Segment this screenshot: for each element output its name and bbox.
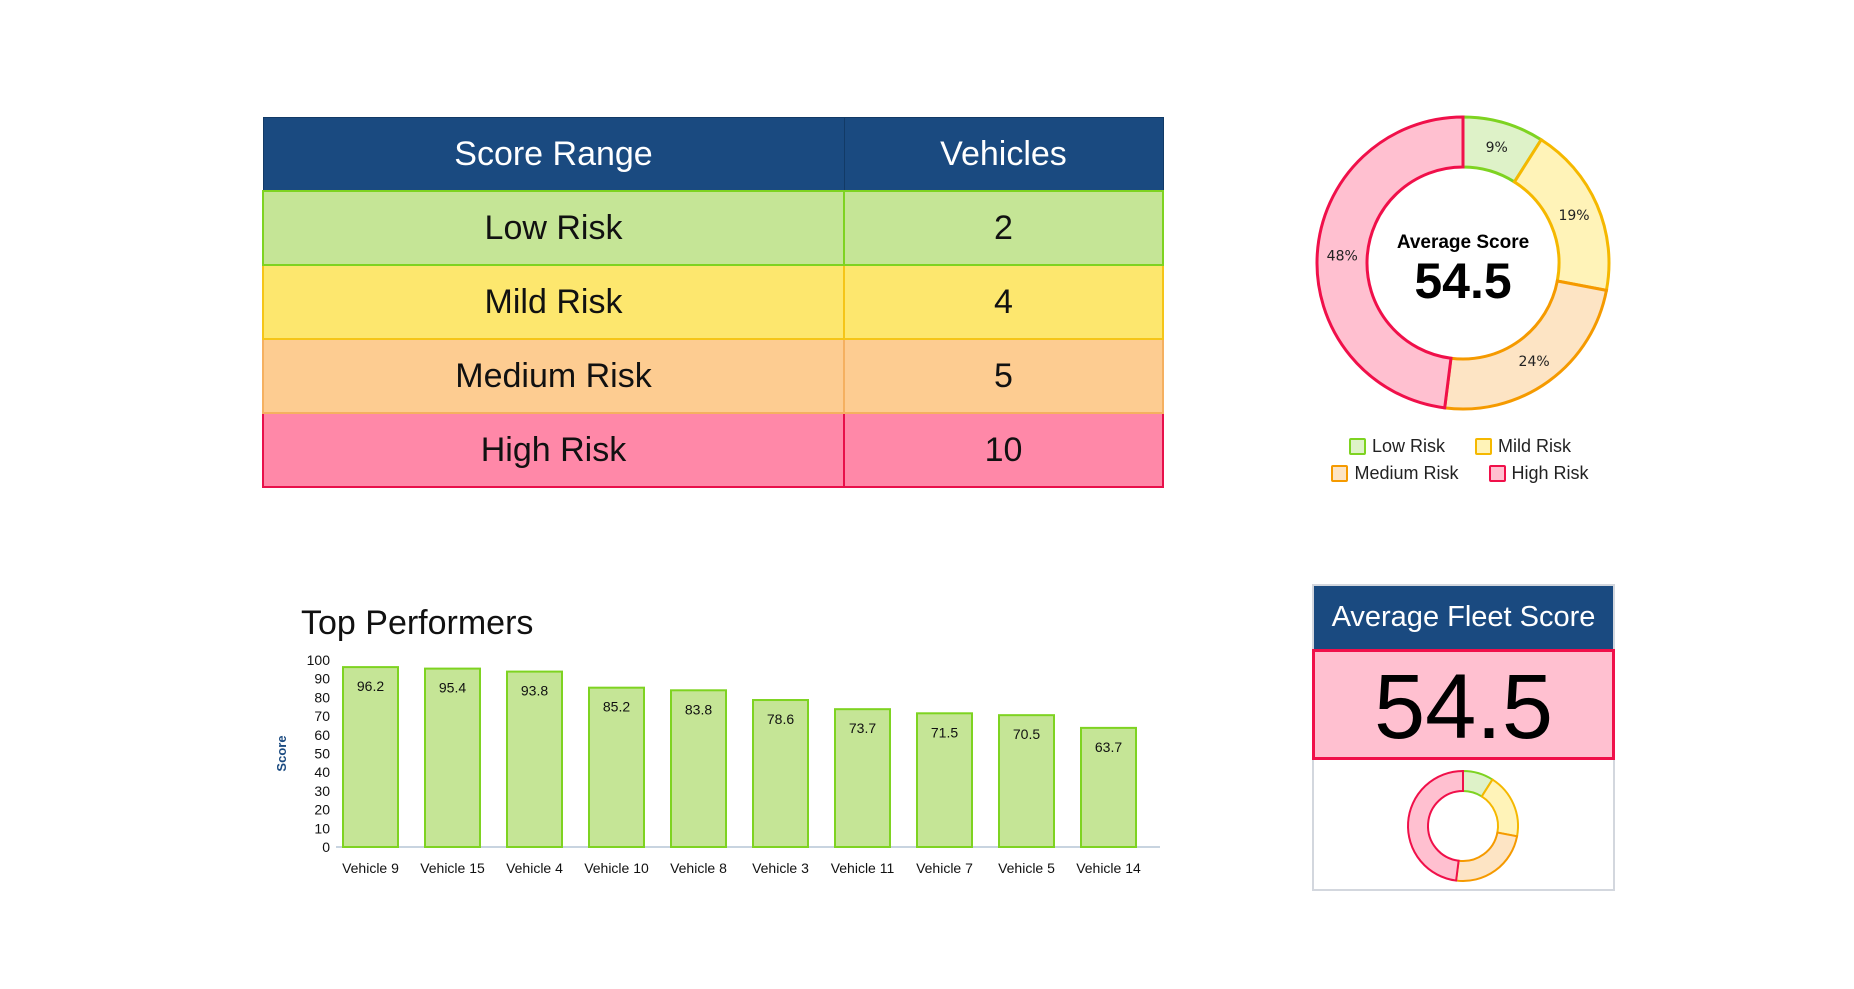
legend-label: Medium Risk xyxy=(1354,463,1459,483)
bar-value-label: 93.8 xyxy=(521,683,548,699)
legend-label: Mild Risk xyxy=(1498,436,1572,456)
bar xyxy=(1080,726,1137,848)
x-tick-label: Vehicle 8 xyxy=(670,860,727,876)
legend-swatch xyxy=(1331,465,1349,482)
bar xyxy=(670,689,727,848)
y-tick-label: 100 xyxy=(307,652,331,668)
row-score-range: Low Risk xyxy=(262,190,845,266)
score-range-table: Score Range Vehicles Low Risk 2 Mild Risk 4… xyxy=(262,117,1164,488)
row-score-range: High Risk xyxy=(262,412,845,488)
y-tick-label: 0 xyxy=(322,839,330,855)
header-vehicles: Vehicles xyxy=(843,117,1164,192)
x-tick-label: Vehicle 5 xyxy=(998,860,1055,876)
y-tick-label: 90 xyxy=(314,671,330,687)
card-value: 54.5 xyxy=(1312,649,1615,760)
x-tick-label: Vehicle 11 xyxy=(831,860,895,876)
y-tick-label: 20 xyxy=(314,802,330,818)
bar xyxy=(916,712,973,848)
legend-item: Medium Risk xyxy=(1331,463,1459,484)
bar xyxy=(998,714,1055,849)
y-tick-label: 10 xyxy=(314,820,330,836)
table-row: Mild Risk 4 xyxy=(262,264,1164,340)
legend-item: Low Risk xyxy=(1348,436,1445,457)
slice-label: 19% xyxy=(1558,208,1589,224)
donut-slice-high-risk xyxy=(1407,769,1464,882)
bar-value-label: 78.6 xyxy=(767,711,794,727)
row-score-range: Medium Risk xyxy=(262,338,845,414)
y-tick-label: 30 xyxy=(314,783,330,799)
center-label: Average Score xyxy=(1397,232,1529,253)
mini-donut-chart xyxy=(1407,769,1519,882)
bar-value-label: 63.7 xyxy=(1095,739,1122,755)
x-tick-label: Vehicle 3 xyxy=(752,860,809,876)
bar xyxy=(834,708,891,848)
y-tick-label: 50 xyxy=(314,746,330,762)
chart-title: Top Performers xyxy=(301,604,533,642)
x-tick-label: Vehicle 10 xyxy=(584,860,649,876)
row-score-range: Mild Risk xyxy=(262,264,845,340)
bar xyxy=(342,666,399,848)
slice-label: 9% xyxy=(1486,140,1508,156)
x-tick-label: Vehicle 7 xyxy=(916,860,973,876)
bar xyxy=(424,667,481,848)
center-value: 54.5 xyxy=(1414,253,1511,309)
bar xyxy=(588,686,645,849)
table-row: Low Risk 2 xyxy=(262,190,1164,266)
legend-label: High Risk xyxy=(1511,463,1589,483)
bar-value-label: 96.2 xyxy=(357,678,384,694)
bar-value-label: 83.8 xyxy=(685,701,712,717)
header-score-range: Score Range xyxy=(262,117,845,192)
row-vehicle-count: 10 xyxy=(843,412,1164,488)
y-tick-label: 70 xyxy=(314,708,330,724)
bar-value-label: 70.5 xyxy=(1013,726,1040,742)
bar-value-label: 73.7 xyxy=(849,720,876,736)
legend-item: Mild Risk xyxy=(1475,436,1571,457)
x-tick-label: Vehicle 9 xyxy=(342,860,399,876)
y-axis-label: Score xyxy=(274,735,289,771)
row-vehicle-count: 2 xyxy=(843,190,1164,266)
x-tick-label: Vehicle 4 xyxy=(506,860,563,876)
y-tick-label: 80 xyxy=(314,689,330,705)
bar-value-label: 85.2 xyxy=(603,699,630,715)
legend-swatch xyxy=(1348,438,1366,455)
bar-value-label: 71.5 xyxy=(931,724,958,740)
legend-label: Low Risk xyxy=(1371,436,1445,456)
table-row: Medium Risk 5 xyxy=(262,338,1164,414)
bar xyxy=(752,699,809,848)
bar xyxy=(506,670,563,849)
slice-label: 48% xyxy=(1327,248,1358,264)
top-performers-chart: Top Performers 0 10 20 30 40 50 60 70 80 90 100 Scor… xyxy=(274,604,1160,876)
donut-slice-medium-risk xyxy=(1454,831,1519,882)
donut-legend: Low Risk Mild Risk Medium Risk High Risk xyxy=(1320,436,1600,490)
slice-label: 24% xyxy=(1519,354,1550,370)
card-title: Average Fleet Score xyxy=(1314,586,1613,649)
row-vehicle-count: 4 xyxy=(843,264,1164,340)
donut-slice-mild-risk xyxy=(1480,778,1519,838)
x-tick-label: Vehicle 15 xyxy=(420,860,485,876)
bar-value-label: 95.4 xyxy=(439,680,466,696)
row-vehicle-count: 5 xyxy=(843,338,1164,414)
legend-swatch xyxy=(1488,465,1506,482)
legend-item: High Risk xyxy=(1488,463,1589,484)
donut-slice-high-risk xyxy=(1315,115,1465,410)
table-row: High Risk 10 xyxy=(262,412,1164,488)
y-tick-label: 40 xyxy=(314,764,330,780)
legend-swatch xyxy=(1475,438,1492,455)
y-tick-label: 60 xyxy=(314,727,330,743)
x-tick-label: Vehicle 14 xyxy=(1076,860,1141,876)
average-fleet-score-card: Average Fleet Score 54.5 xyxy=(1312,584,1615,891)
